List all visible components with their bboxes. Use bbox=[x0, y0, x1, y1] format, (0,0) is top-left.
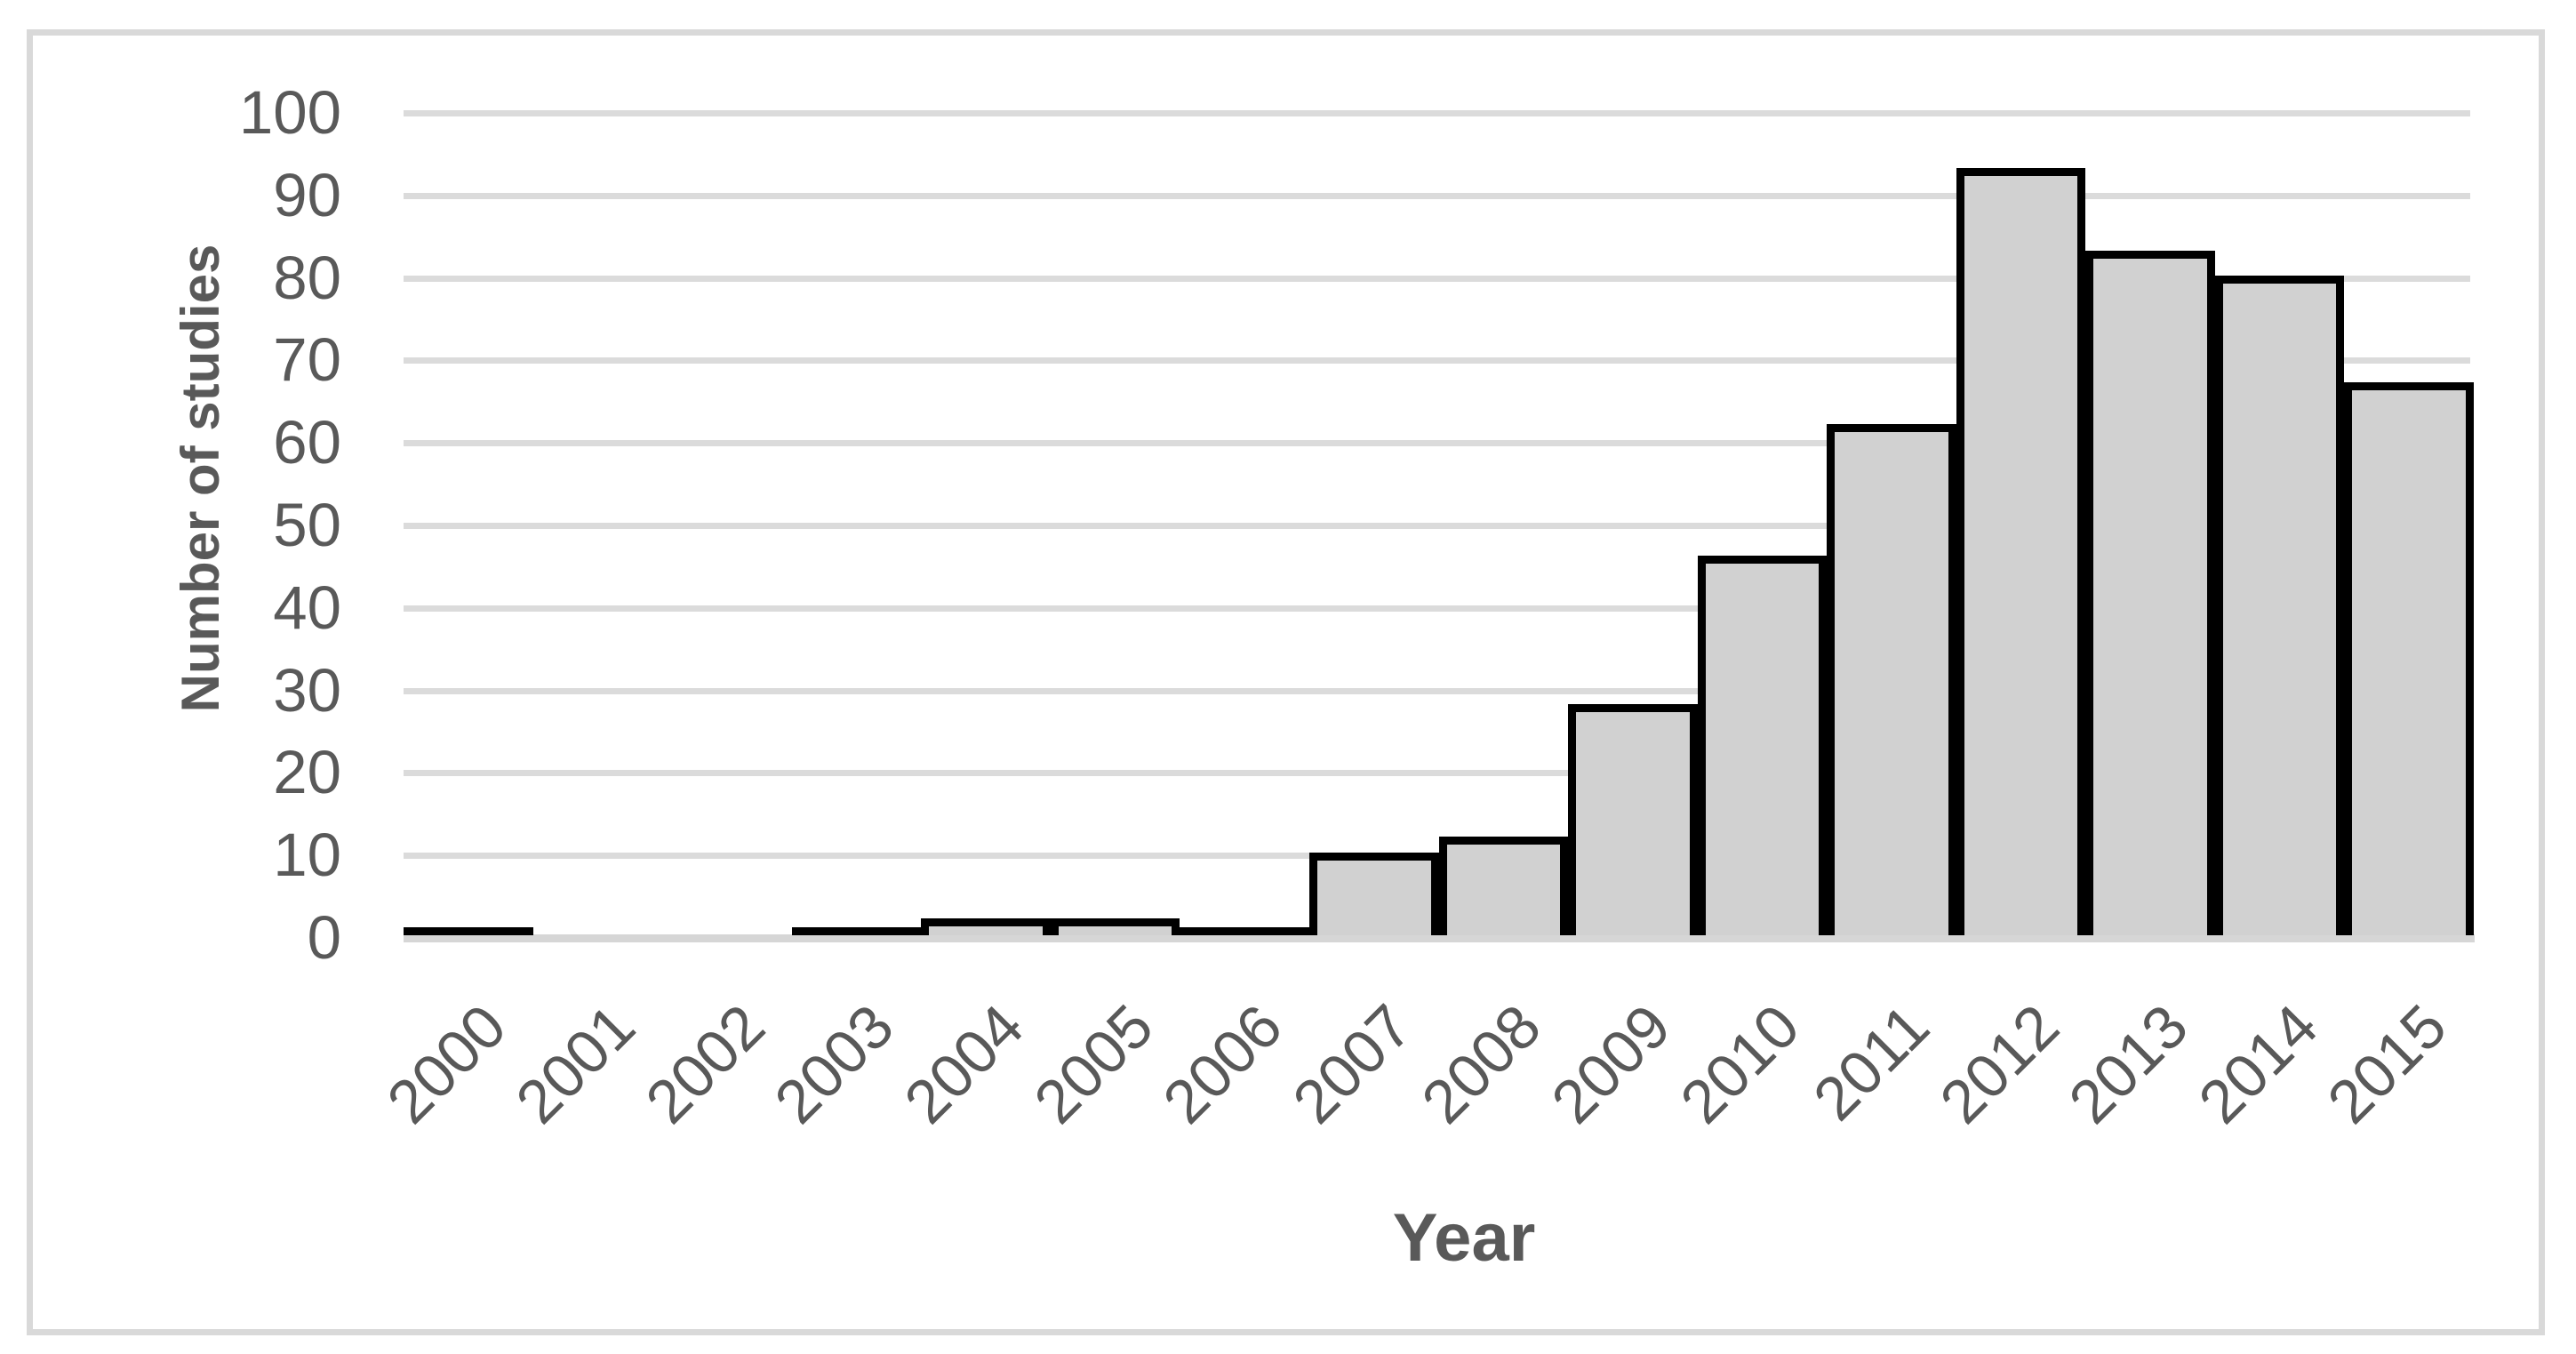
bar-2005 bbox=[1051, 918, 1180, 935]
gridline bbox=[404, 193, 2470, 199]
bar-2006 bbox=[1180, 927, 1309, 935]
gridline bbox=[404, 440, 2470, 446]
bar-2003 bbox=[792, 927, 921, 935]
bar-2007 bbox=[1309, 853, 1439, 935]
x-axis-line bbox=[404, 934, 2475, 942]
y-tick-label: 20 bbox=[273, 738, 341, 806]
x-axis-title: Year bbox=[1392, 1200, 1536, 1276]
gridline bbox=[404, 523, 2470, 529]
chart-frame: 0 10 20 30 40 50 60 70 80 90 100 2000 2001 2002 2003 20… bbox=[27, 29, 2545, 1335]
y-tick-label: 70 bbox=[273, 325, 341, 394]
y-tick-label: 80 bbox=[273, 244, 341, 312]
bar-2008 bbox=[1439, 837, 1568, 935]
y-tick-label: 50 bbox=[273, 491, 341, 559]
bar-2012 bbox=[1956, 168, 2085, 935]
bar-2004 bbox=[921, 918, 1051, 935]
gridline bbox=[404, 276, 2470, 282]
gridline bbox=[404, 770, 2470, 776]
bar-2009 bbox=[1568, 704, 1698, 935]
bar-2011 bbox=[1827, 424, 1956, 935]
y-tick-label: 10 bbox=[273, 821, 341, 889]
gridline bbox=[404, 110, 2470, 116]
bar-2010 bbox=[1698, 556, 1827, 935]
y-tick-label: 30 bbox=[273, 656, 341, 725]
y-tick-label: 100 bbox=[238, 78, 341, 147]
gridline bbox=[404, 605, 2470, 612]
gridline bbox=[404, 688, 2470, 694]
bar-2015 bbox=[2344, 382, 2474, 935]
bar-2014 bbox=[2215, 276, 2344, 935]
y-tick-label: 90 bbox=[273, 161, 341, 229]
bar-2013 bbox=[2085, 251, 2215, 935]
bar-2000 bbox=[404, 927, 533, 935]
y-tick-label: 0 bbox=[307, 903, 341, 972]
y-axis-title: Number of studies bbox=[171, 244, 230, 713]
y-tick-label: 60 bbox=[273, 408, 341, 477]
y-tick-label: 40 bbox=[273, 573, 341, 642]
gridline bbox=[404, 357, 2470, 364]
